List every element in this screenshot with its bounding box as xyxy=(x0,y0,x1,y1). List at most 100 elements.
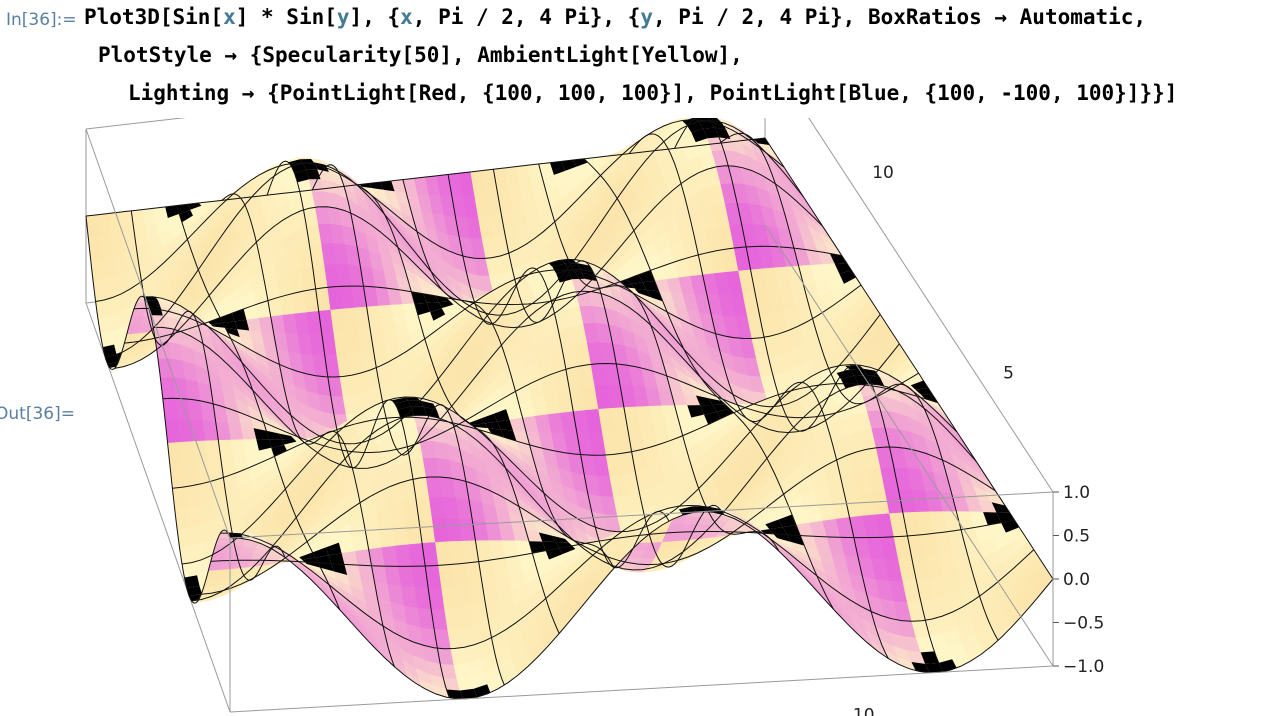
mesh-line-y xyxy=(143,258,881,445)
surface-patch xyxy=(487,428,505,438)
surface-patch xyxy=(281,438,298,445)
surface-patch xyxy=(700,404,717,415)
surface-patch xyxy=(315,555,332,564)
surface-patch xyxy=(910,380,929,390)
surface-patch xyxy=(555,541,573,549)
surface-patch xyxy=(253,428,270,440)
surface-patch xyxy=(542,541,560,551)
surface-patch xyxy=(176,204,191,215)
box-edge xyxy=(764,224,1054,667)
surface-patch xyxy=(786,534,805,546)
surface-patch xyxy=(410,406,427,416)
mesh-line-y xyxy=(229,511,1054,700)
surface-patch xyxy=(716,408,734,419)
surface-patch xyxy=(179,209,194,223)
surface-patch xyxy=(256,439,272,451)
surface-patch xyxy=(269,439,285,448)
surface-patch xyxy=(306,169,321,180)
surface-patch xyxy=(328,553,345,565)
mesh-line-y xyxy=(172,383,938,489)
surface-patch xyxy=(704,411,721,425)
mesh-line-y xyxy=(153,290,900,469)
mesh-line-x xyxy=(85,215,231,604)
surface-patch xyxy=(481,413,498,424)
mesh-line-x xyxy=(674,118,944,672)
surface-patch xyxy=(294,169,310,183)
code-token: , Pi / 2, 4 Pi}, { xyxy=(412,5,641,29)
box-edge xyxy=(229,665,1054,713)
surface-patch xyxy=(552,263,569,274)
mesh-line-x xyxy=(764,137,1054,580)
box-edge xyxy=(85,128,231,539)
mesh-line-y xyxy=(95,119,785,302)
mesh-line-x xyxy=(221,193,396,668)
surface-patch xyxy=(708,398,726,405)
mesh-line-x xyxy=(176,205,341,610)
surface-patch xyxy=(698,120,715,129)
surface-patch xyxy=(102,344,117,358)
z-tick-label: −0.5 xyxy=(1063,614,1104,634)
y-tick-label: 10 xyxy=(872,163,894,183)
mesh-line-x xyxy=(357,184,560,634)
code-variable: y xyxy=(640,5,654,29)
code-variable: y xyxy=(336,5,350,29)
surface-patch xyxy=(468,418,485,426)
surface-patch xyxy=(687,405,705,418)
plot3d-graphic[interactable]: 5105101.00.50.0−0.5−1.0 xyxy=(0,118,1283,716)
surface-patch xyxy=(301,557,318,563)
surface-patch xyxy=(695,395,713,406)
code-line-1[interactable]: Plot3D[Sin[x] * Sin[y], {x, Pi / 2, 4 Pi… xyxy=(84,5,1146,29)
surface-patch xyxy=(420,400,437,410)
mesh-line-x xyxy=(492,169,725,568)
mesh-line-y xyxy=(114,165,823,369)
surface-patch xyxy=(438,301,455,309)
z-tick-label: 1.0 xyxy=(1063,483,1090,503)
surface-patch xyxy=(426,302,443,312)
surface-patch xyxy=(208,317,223,325)
surface-patch xyxy=(460,688,477,699)
surface-patch xyxy=(765,519,783,530)
surface-patch xyxy=(266,430,282,440)
code-line-3[interactable]: Lighting → {PointLight[Red, {100, 100, 1… xyxy=(128,81,1177,105)
code-line-2[interactable]: PlotStyle → {Specularity[50], AmbientLig… xyxy=(98,43,743,67)
input-cell-label: In[36]:= xyxy=(6,10,77,30)
code-token: Lighting → {PointLight[Red, {100, 100, 1… xyxy=(128,81,1178,105)
surface-patch xyxy=(411,291,427,304)
surface-patch xyxy=(991,502,1010,513)
mesh-line-x xyxy=(538,163,780,552)
surface-patch xyxy=(642,280,659,292)
surface-patch xyxy=(572,158,589,167)
surface-patch xyxy=(312,547,329,558)
surface-patch xyxy=(703,127,720,139)
surface-patch xyxy=(397,406,414,419)
code-token: ] * Sin[ xyxy=(235,5,337,29)
surface-patch xyxy=(545,548,563,560)
z-tick-label: 0.0 xyxy=(1063,570,1090,590)
surface-patch xyxy=(271,444,288,457)
surface-patch xyxy=(278,433,295,440)
surface-patch xyxy=(836,369,855,380)
mesh-line-x xyxy=(311,164,505,686)
surface-patch xyxy=(782,524,801,536)
surface-patch xyxy=(430,308,446,322)
box-edge xyxy=(85,302,231,713)
mesh-line-y xyxy=(162,362,919,454)
surface-patch xyxy=(911,662,930,673)
code-token: PlotStyle → {Specularity[50], AmbientLig… xyxy=(98,43,743,67)
surface-patch xyxy=(925,662,944,673)
mesh-line-y xyxy=(201,446,996,595)
surface-patch xyxy=(299,552,316,560)
surface-patch xyxy=(394,400,411,410)
output-cell-label: Out[36]= xyxy=(0,404,75,424)
mesh-line-x xyxy=(719,132,999,641)
surface-patch xyxy=(220,313,235,323)
surface-patch xyxy=(299,159,315,164)
mesh-line-y xyxy=(191,383,977,602)
surface-patch xyxy=(497,419,514,431)
surface-patch xyxy=(773,533,791,543)
surface-patch xyxy=(577,263,594,273)
surface-patch xyxy=(983,512,1002,526)
surface-patch xyxy=(500,429,517,442)
mesh-line-y xyxy=(181,364,958,565)
mesh-line-y xyxy=(124,245,842,344)
